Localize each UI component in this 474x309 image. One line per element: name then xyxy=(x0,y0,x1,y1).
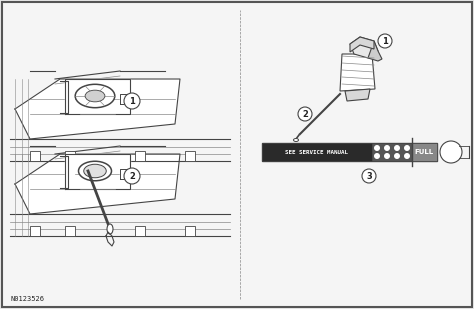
Text: 1: 1 xyxy=(129,96,135,105)
Polygon shape xyxy=(120,94,130,104)
Circle shape xyxy=(362,169,376,183)
FancyBboxPatch shape xyxy=(65,151,75,161)
Ellipse shape xyxy=(85,90,105,102)
Circle shape xyxy=(378,34,392,48)
Polygon shape xyxy=(350,37,378,58)
Circle shape xyxy=(298,107,312,121)
Circle shape xyxy=(124,93,140,109)
Ellipse shape xyxy=(293,138,299,142)
Text: 1: 1 xyxy=(382,36,388,45)
Polygon shape xyxy=(65,79,130,114)
Text: N0123526: N0123526 xyxy=(10,296,44,302)
Text: 3: 3 xyxy=(366,171,372,180)
Circle shape xyxy=(394,153,400,159)
FancyBboxPatch shape xyxy=(30,226,40,236)
Polygon shape xyxy=(15,79,180,139)
Polygon shape xyxy=(345,89,370,101)
Text: 2: 2 xyxy=(302,109,308,118)
Polygon shape xyxy=(65,154,130,189)
Ellipse shape xyxy=(107,224,113,234)
Circle shape xyxy=(374,145,380,151)
FancyBboxPatch shape xyxy=(262,143,372,161)
Text: SEE SERVICE MANUAL: SEE SERVICE MANUAL xyxy=(285,150,348,154)
Polygon shape xyxy=(15,154,180,214)
Circle shape xyxy=(124,168,140,184)
Circle shape xyxy=(384,145,390,151)
Ellipse shape xyxy=(75,84,115,108)
Ellipse shape xyxy=(79,161,111,181)
FancyBboxPatch shape xyxy=(135,226,145,236)
Circle shape xyxy=(374,153,380,159)
FancyBboxPatch shape xyxy=(372,143,412,161)
Polygon shape xyxy=(120,169,130,179)
Ellipse shape xyxy=(440,141,462,163)
Text: FULL: FULL xyxy=(414,149,434,155)
FancyBboxPatch shape xyxy=(262,143,437,161)
FancyBboxPatch shape xyxy=(135,151,145,161)
Polygon shape xyxy=(340,54,375,91)
FancyBboxPatch shape xyxy=(30,151,40,161)
FancyBboxPatch shape xyxy=(185,151,195,161)
Polygon shape xyxy=(350,37,374,52)
FancyBboxPatch shape xyxy=(185,226,195,236)
Circle shape xyxy=(384,153,390,159)
Circle shape xyxy=(404,145,410,151)
Text: 2: 2 xyxy=(129,171,135,180)
Circle shape xyxy=(394,145,400,151)
Polygon shape xyxy=(368,41,382,61)
FancyBboxPatch shape xyxy=(412,143,437,161)
Ellipse shape xyxy=(84,164,106,178)
FancyBboxPatch shape xyxy=(65,226,75,236)
Circle shape xyxy=(404,153,410,159)
FancyBboxPatch shape xyxy=(2,2,472,307)
